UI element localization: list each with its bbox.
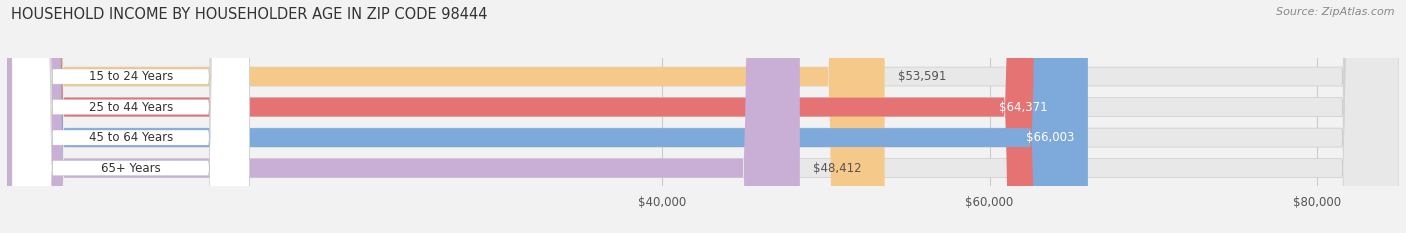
Text: $66,003: $66,003 xyxy=(1026,131,1074,144)
FancyBboxPatch shape xyxy=(7,0,1088,233)
FancyBboxPatch shape xyxy=(7,0,1399,233)
Text: $53,591: $53,591 xyxy=(897,70,946,83)
Text: 15 to 24 Years: 15 to 24 Years xyxy=(89,70,173,83)
FancyBboxPatch shape xyxy=(11,0,249,233)
FancyBboxPatch shape xyxy=(11,0,249,233)
FancyBboxPatch shape xyxy=(7,0,1399,233)
Text: 25 to 44 Years: 25 to 44 Years xyxy=(89,101,173,113)
Text: 45 to 64 Years: 45 to 64 Years xyxy=(89,131,173,144)
FancyBboxPatch shape xyxy=(11,0,249,233)
Text: $64,371: $64,371 xyxy=(1000,101,1047,113)
Text: Source: ZipAtlas.com: Source: ZipAtlas.com xyxy=(1277,7,1395,17)
FancyBboxPatch shape xyxy=(7,0,1399,233)
Text: HOUSEHOLD INCOME BY HOUSEHOLDER AGE IN ZIP CODE 98444: HOUSEHOLD INCOME BY HOUSEHOLDER AGE IN Z… xyxy=(11,7,488,22)
Text: $48,412: $48,412 xyxy=(813,162,862,175)
FancyBboxPatch shape xyxy=(11,0,249,233)
FancyBboxPatch shape xyxy=(7,0,1062,233)
FancyBboxPatch shape xyxy=(7,0,1399,233)
FancyBboxPatch shape xyxy=(7,0,800,233)
Text: 65+ Years: 65+ Years xyxy=(101,162,160,175)
FancyBboxPatch shape xyxy=(7,0,884,233)
